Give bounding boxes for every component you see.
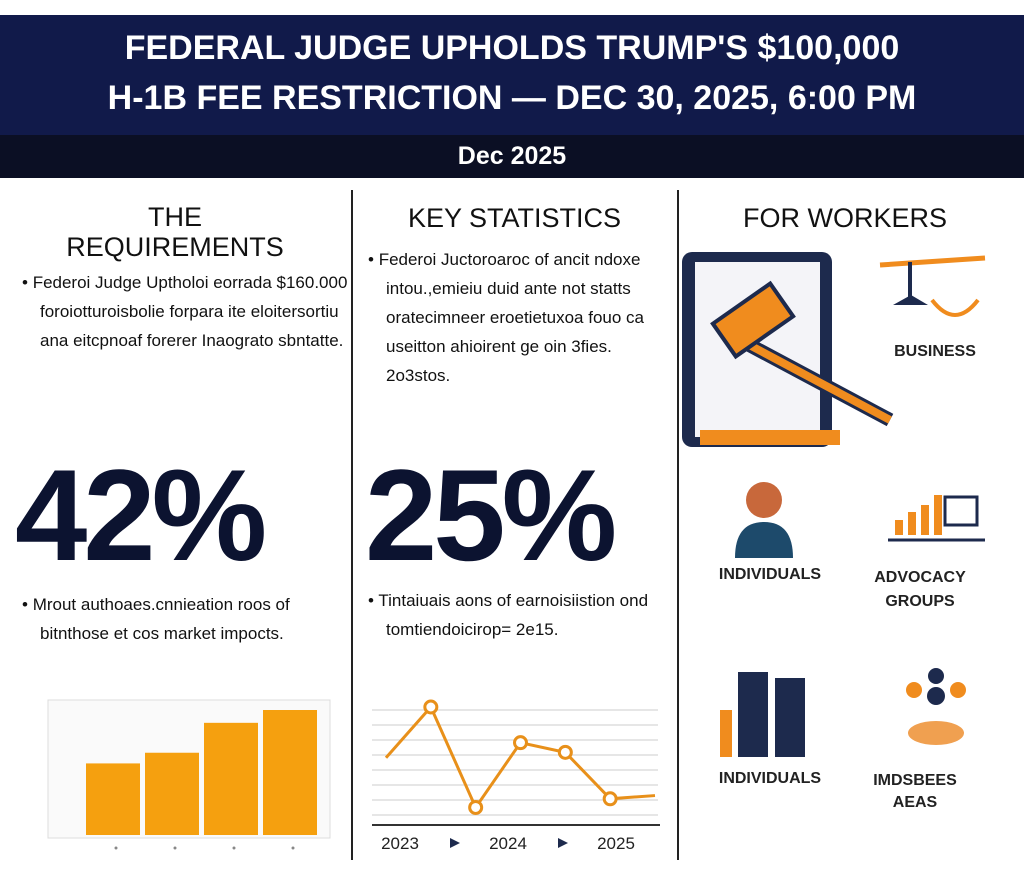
heading: FOR WORKERS <box>742 203 947 233</box>
icon-people <box>906 682 922 698</box>
icon-gavel <box>710 280 796 360</box>
x-label: 2025 <box>597 834 635 853</box>
icon-building <box>720 710 732 757</box>
title-line: H-1B FEE RESTRICTION — DEC 30, 2025, 6:0… <box>107 79 917 117</box>
arrow <box>450 838 460 848</box>
bullet: Mrout authoaes.cnnieation roos of bitnth… <box>22 590 340 648</box>
point <box>602 791 618 807</box>
bar <box>263 710 317 835</box>
label: ADVOCACY GROUPS <box>874 569 966 610</box>
icon-document <box>700 430 840 445</box>
bullet: Federoi Judge Uptholoi eorrada $160.000 … <box>22 268 355 355</box>
icon-growth <box>908 512 916 535</box>
point <box>468 799 484 815</box>
x-label: 2024 <box>489 834 527 853</box>
icon-scale <box>879 255 986 268</box>
icon-growth <box>895 520 903 535</box>
tick-dot <box>173 846 177 850</box>
date: Dec 2025 <box>0 135 1024 178</box>
icons <box>682 252 986 757</box>
point <box>557 744 573 760</box>
stat: 25% <box>365 442 617 588</box>
icon-handshake <box>908 721 964 745</box>
arrow <box>558 838 568 848</box>
icon-scale <box>930 298 980 317</box>
icon-people <box>950 682 966 698</box>
label: INDIVIDUALS <box>718 770 822 787</box>
icon-growth <box>934 495 942 535</box>
bar <box>204 722 258 835</box>
point <box>513 735 528 751</box>
stat: 42% <box>15 442 267 588</box>
bar <box>145 752 199 835</box>
line <box>384 704 656 811</box>
icon-people <box>928 668 944 684</box>
heading: KEY STATISTICS <box>407 203 622 233</box>
tick-dot <box>232 846 236 850</box>
point <box>423 699 439 715</box>
header: FEDERAL JUDGE UPHOLDS TRUMP'S $100,000 H… <box>0 15 1024 135</box>
icon-scale <box>893 295 928 305</box>
tick-dot <box>114 846 118 850</box>
icon-person <box>735 522 793 558</box>
bar <box>86 763 140 835</box>
tick-dot <box>291 846 295 850</box>
icon-growth <box>921 505 929 535</box>
icon-growth <box>943 495 979 527</box>
divider <box>351 190 353 860</box>
bullet: Federoi Juctoroaroc of ancit ndoxe intou… <box>368 245 676 390</box>
label: BUSINESS <box>894 343 976 360</box>
title-line: FEDERAL JUDGE UPHOLDS TRUMP'S $100,000 <box>124 29 900 67</box>
divider <box>677 190 679 860</box>
icon-people <box>927 687 945 705</box>
icon-gavel <box>738 336 892 424</box>
label: IMDSBEES AEAS <box>873 772 957 811</box>
heading: THE REQUIREMENTS <box>66 202 284 262</box>
icon-building <box>738 672 768 757</box>
bullet: Tintaiuais aons of earnoisiistion ond to… <box>368 586 691 644</box>
icon-person <box>746 482 782 518</box>
x-label: 2023 <box>381 834 419 853</box>
label: INDIVIDUALS <box>718 566 822 583</box>
icon-building <box>775 678 805 757</box>
